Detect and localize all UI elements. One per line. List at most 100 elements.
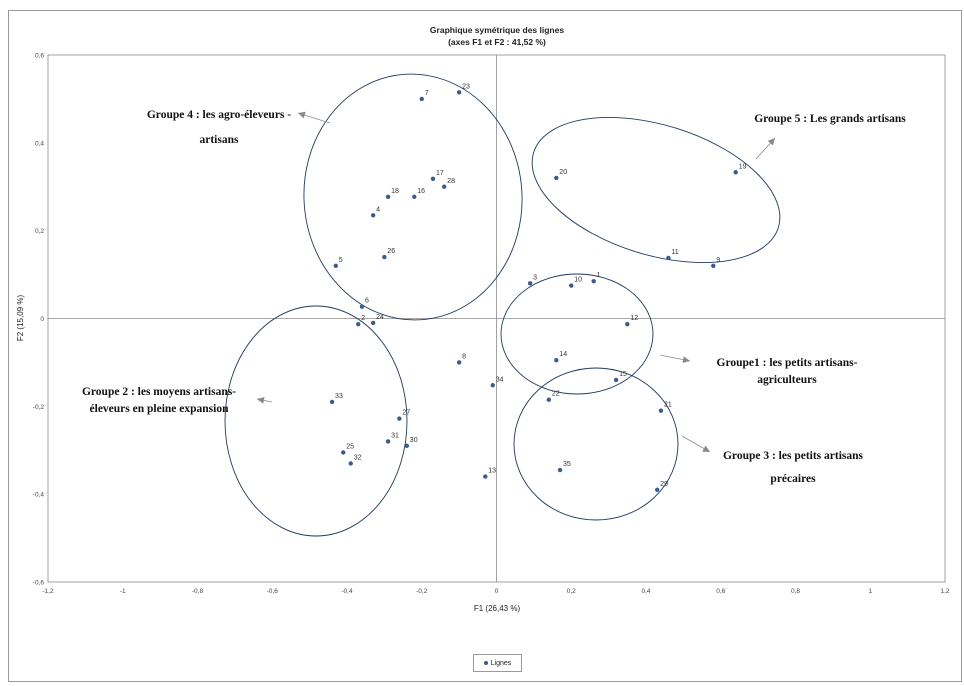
group-arrowhead xyxy=(257,396,265,404)
axes xyxy=(48,55,945,582)
data-point xyxy=(733,170,738,175)
data-point xyxy=(554,175,559,181)
data-point xyxy=(370,320,376,326)
point-label: 1 xyxy=(597,272,601,279)
data-point xyxy=(655,487,660,492)
group-ellipse xyxy=(224,305,408,537)
point-label: 13 xyxy=(488,468,496,475)
y-axis-label: F2 (15,09 %) xyxy=(16,295,25,342)
group-label: Groupe 4 : les agro-éleveurs - xyxy=(147,109,291,121)
point-label: 24 xyxy=(376,314,384,321)
data-point xyxy=(554,358,559,363)
data-point xyxy=(490,383,495,388)
group-arrowhead xyxy=(767,138,775,146)
data-point xyxy=(483,474,488,479)
point-label: 9 xyxy=(716,257,720,264)
point-label: 31 xyxy=(391,432,399,439)
x-tick-label: 0,4 xyxy=(641,588,650,595)
data-point xyxy=(356,322,361,327)
group-label: précaires xyxy=(770,473,816,485)
data-point xyxy=(666,255,671,261)
data-points: 1234567891011121314151617181920212223242… xyxy=(329,83,747,492)
x-tick-label: -0,6 xyxy=(267,588,279,595)
data-point xyxy=(412,194,417,200)
data-point xyxy=(382,254,387,260)
group-label: Groupe 3 : les petits artisans xyxy=(723,450,864,462)
point-label: 8 xyxy=(462,353,466,360)
x-tick-label: -1 xyxy=(120,588,126,595)
data-point xyxy=(625,322,630,327)
point-label: 23 xyxy=(462,83,470,90)
y-tick-label: 0,6 xyxy=(35,53,44,60)
data-point xyxy=(613,377,619,383)
data-point xyxy=(385,439,391,444)
group-ellipse xyxy=(303,73,523,321)
group-label: Groupe1 : les petits artisans- xyxy=(717,357,858,369)
point-label: 3 xyxy=(533,274,537,281)
data-point xyxy=(341,450,346,455)
y-tick-label: 0 xyxy=(40,316,44,323)
group-label: Groupe 2 : les moyens artisans- xyxy=(82,386,236,398)
data-point xyxy=(591,278,596,284)
data-point xyxy=(569,283,574,288)
x-tick-label: 1,2 xyxy=(940,588,949,595)
point-label: 34 xyxy=(496,376,504,383)
x-tick-label: -1,2 xyxy=(42,588,54,595)
group-arrowhead xyxy=(298,111,306,119)
data-point xyxy=(456,360,462,365)
point-label: 27 xyxy=(402,410,410,417)
x-tick-label: -0,8 xyxy=(192,588,204,595)
y-tick-label: -0,2 xyxy=(33,404,45,411)
data-point xyxy=(711,263,716,268)
x-tick-label: -0,2 xyxy=(416,588,428,595)
point-label: 5 xyxy=(339,257,343,264)
point-label: 28 xyxy=(447,178,455,185)
data-point xyxy=(348,461,353,466)
data-point xyxy=(441,184,447,189)
point-label: 7 xyxy=(425,90,429,97)
point-label: 32 xyxy=(354,454,362,461)
x-tick-label: 1 xyxy=(868,588,872,595)
data-point xyxy=(456,90,462,95)
point-label: 25 xyxy=(346,443,354,450)
data-point xyxy=(359,304,365,309)
point-label: 6 xyxy=(365,298,369,305)
point-label: 22 xyxy=(552,391,560,398)
data-point xyxy=(333,263,338,268)
x-tick-label: 0,2 xyxy=(567,588,576,595)
data-point xyxy=(557,467,563,473)
x-tick-label: 0,8 xyxy=(791,588,800,595)
group-label: artisans xyxy=(200,134,240,146)
data-point xyxy=(546,397,552,402)
point-label: 17 xyxy=(436,170,444,177)
legend-label: Lignes xyxy=(490,659,512,667)
point-label: 35 xyxy=(563,461,571,468)
group-ellipse xyxy=(513,367,679,521)
data-point xyxy=(329,399,335,405)
point-label: 10 xyxy=(574,277,582,284)
point-label: 14 xyxy=(559,351,567,358)
group-ellipses: Groupe 4 : les agro-éleveurs - artisans Gr… xyxy=(82,73,906,537)
point-label: 33 xyxy=(335,393,343,400)
x-tick-label: 0,6 xyxy=(716,588,725,595)
point-label: 16 xyxy=(417,188,425,195)
y-tick-label: -0,6 xyxy=(33,580,45,587)
group-label: éleveurs en pleine expansion xyxy=(90,403,230,415)
y-tick-label: 0,4 xyxy=(35,140,44,147)
point-label: 20 xyxy=(559,169,567,176)
legend: Lignes xyxy=(473,654,522,672)
point-label: 19 xyxy=(739,163,747,170)
chart-subtitle: (axes F1 et F2 : 41,52 %) xyxy=(448,37,546,47)
chart-frame xyxy=(8,10,962,682)
group-label: Groupe 5 : Les grands artisans xyxy=(754,113,906,125)
x-tick-label: -0,4 xyxy=(341,588,353,595)
data-point xyxy=(419,96,424,102)
point-label: 2 xyxy=(361,315,365,322)
y-tick-label: 0,2 xyxy=(35,228,44,235)
data-point xyxy=(370,213,376,218)
data-point xyxy=(385,194,391,200)
group-ellipse xyxy=(500,273,654,395)
group-ellipse xyxy=(531,116,781,264)
group-arrowhead xyxy=(682,356,690,364)
